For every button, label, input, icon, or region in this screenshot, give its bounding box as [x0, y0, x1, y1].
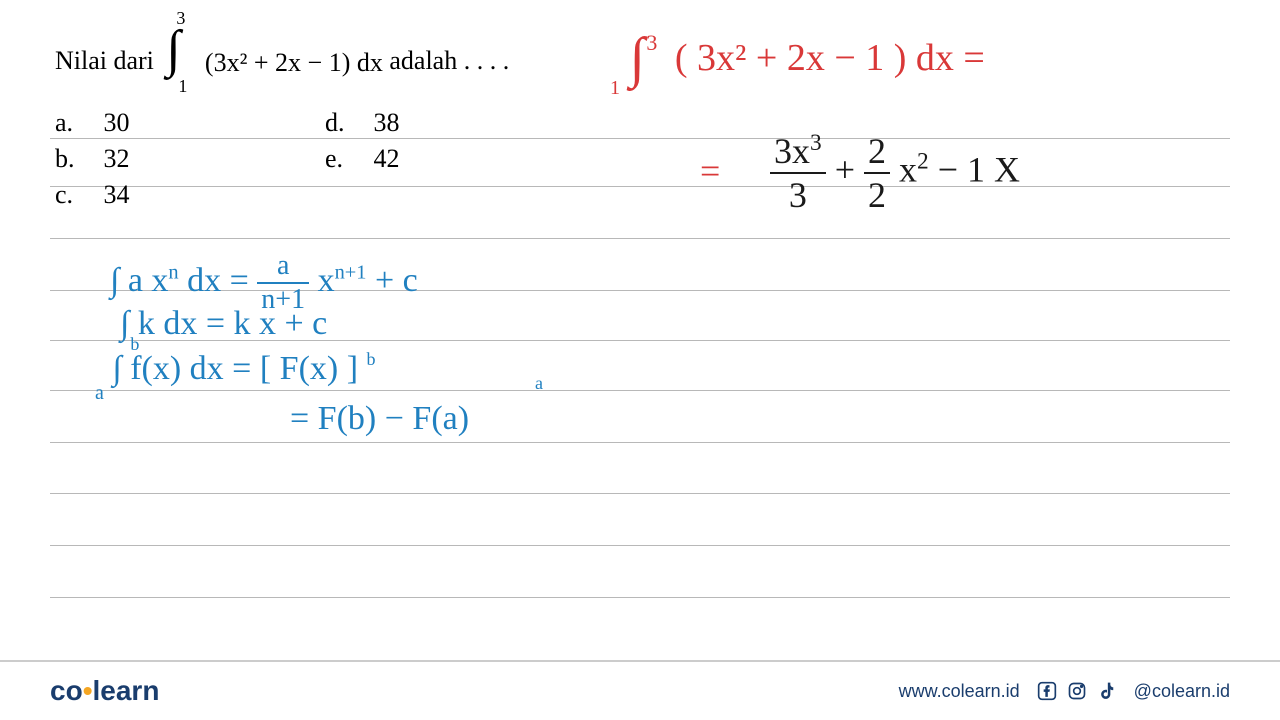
option-a: a. 30: [55, 108, 325, 138]
problem-intro: Nilai dari: [55, 46, 154, 75]
integrand: (3x² + 2x − 1) dx: [205, 48, 383, 78]
instagram-icon: [1066, 680, 1088, 702]
option-c: c. 34: [55, 180, 325, 210]
social-handle: @colearn.id: [1134, 681, 1230, 702]
footer: co•learn www.colearn.id @colearn.id: [0, 660, 1280, 720]
logo-co: co: [50, 675, 83, 706]
content-area: Nilai dari 3 ∫ 1 (3x² + 2x − 1) dx adala…: [0, 0, 1280, 660]
logo-dot-icon: •: [83, 675, 93, 706]
problem-closing: adalah . . . .: [389, 46, 509, 75]
website-url: www.colearn.id: [899, 681, 1020, 702]
social-icons: [1036, 680, 1118, 702]
options-block: a. 30 d. 38 b. 32 e. 42 c. 34: [55, 108, 525, 216]
option-b: b. 32: [55, 144, 325, 174]
tiktok-icon: [1096, 680, 1118, 702]
handwriting-black-antiderivative: 3x3 3 + 2 2 x2 − 1 X: [770, 130, 1020, 216]
logo-learn: learn: [93, 675, 160, 706]
handwriting-red-line1: 1 ∫ 3 ( 3x² + 2x − 1 ) dx =: [610, 20, 985, 84]
option-d: d. 38: [325, 108, 525, 138]
handwriting-red-eq: =: [700, 150, 720, 192]
integral-lower-limit: 1: [178, 76, 187, 97]
handwriting-blue-rule4: = F(b) − F(a): [290, 400, 469, 438]
option-e: e. 42: [325, 144, 525, 174]
integral-symbol: 3 ∫ 1: [164, 28, 194, 98]
footer-right: www.colearn.id @colearn.id: [899, 680, 1230, 702]
logo: co•learn: [50, 675, 159, 707]
handwriting-blue-rule2: ∫ k dx = k x + c: [120, 305, 327, 343]
facebook-icon: [1036, 680, 1058, 702]
problem-statement: Nilai dari 3 ∫ 1 (3x² + 2x − 1) dx adala…: [55, 28, 509, 98]
